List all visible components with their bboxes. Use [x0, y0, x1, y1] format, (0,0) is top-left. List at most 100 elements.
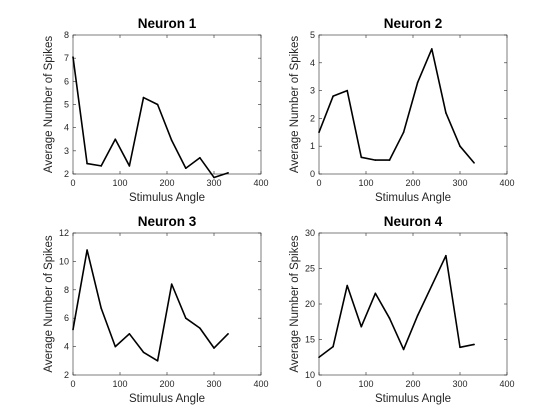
x-tick-label: 100	[358, 178, 373, 188]
x-tick-label: 0	[316, 178, 321, 188]
data-point	[473, 344, 475, 346]
data-point	[86, 163, 88, 165]
data-point	[361, 157, 363, 159]
y-axis-label: Average Number of Spikes	[289, 235, 301, 372]
data-point	[445, 255, 447, 257]
y-tick-label: 12	[59, 228, 69, 238]
data-point	[199, 157, 201, 159]
x-tick-label: 400	[499, 379, 514, 389]
data-point	[332, 346, 334, 348]
data-point	[445, 112, 447, 114]
x-tick-label: 300	[206, 178, 221, 188]
y-tick-label: 20	[305, 299, 315, 309]
x-tick-label: 100	[112, 379, 127, 389]
data-point	[86, 249, 88, 251]
data-point	[157, 104, 159, 106]
data-point	[389, 317, 391, 319]
y-tick-label: 10	[59, 256, 69, 266]
x-tick-label: 400	[253, 178, 268, 188]
data-point	[318, 356, 320, 358]
data-point	[143, 97, 145, 99]
y-axis-label: Average Number of Spikes	[43, 36, 55, 173]
x-tick-label: 300	[206, 379, 221, 389]
subplot-3: Neuron 3 0 100 200 300 400 2 4 6 8 10 12 Stimulus An…	[43, 214, 269, 405]
y-tick-label: 6	[64, 76, 69, 86]
x-axis-label: Stimulus Angle	[129, 192, 205, 204]
data-point	[431, 48, 433, 50]
x-axis-label: Stimulus Angle	[375, 393, 451, 405]
data-point	[346, 90, 348, 92]
data-point	[185, 317, 187, 319]
y-tick-label: 5	[64, 100, 69, 110]
x-tick-label: 0	[316, 379, 321, 389]
y-tick-label: 8	[64, 30, 69, 40]
data-point	[227, 172, 229, 174]
data-point	[157, 360, 159, 362]
y-tick-label: 2	[310, 113, 315, 123]
data-point	[115, 346, 117, 348]
data-point	[143, 351, 145, 353]
data-point	[100, 307, 102, 309]
y-tick-label: 8	[64, 285, 69, 295]
x-tick-label: 300	[452, 379, 467, 389]
chart-title: Neuron 4	[384, 214, 443, 229]
subplot-2: Neuron 20 100 200 300 400012345Stimulus Angl…	[289, 16, 515, 204]
y-tick-label: 4	[310, 58, 315, 68]
data-point	[403, 349, 405, 351]
x-tick-label: 400	[499, 178, 514, 188]
chart-title: Neuron 3	[138, 214, 197, 229]
plot-area	[73, 35, 261, 174]
data-point	[185, 167, 187, 169]
y-tick-label: 6	[64, 313, 69, 323]
data-point	[389, 159, 391, 161]
x-tick-label: 200	[405, 178, 420, 188]
y-tick-label: 4	[64, 342, 69, 352]
y-tick-label: 30	[305, 228, 315, 238]
data-point	[129, 333, 131, 335]
data-point	[375, 293, 377, 295]
data-point	[361, 326, 363, 328]
data-point	[213, 347, 215, 349]
data-point	[473, 162, 475, 164]
data-point	[417, 315, 419, 317]
subplot-1: Neuron 1 0 100 200 300 400 2 3 4 5 6 7 8 Stimulus Ang…	[43, 16, 269, 204]
x-tick-label: 300	[452, 178, 467, 188]
subplot-4: Neuron 4 0 100 200 300 400 10 15 20 25 30 Stimulus …	[289, 214, 515, 405]
plot-area	[319, 233, 507, 375]
x-axis-label: Stimulus Angle	[375, 192, 451, 204]
x-tick-label: 200	[159, 379, 174, 389]
x-tick-label: 400	[253, 379, 268, 389]
y-tick-label: 3	[310, 86, 315, 96]
x-tick-label: 0	[70, 379, 75, 389]
data-point	[332, 95, 334, 97]
data-point	[213, 177, 215, 179]
data-point	[72, 56, 74, 58]
data-point	[72, 329, 74, 331]
y-tick-label: 25	[305, 264, 315, 274]
data-point	[318, 132, 320, 134]
data-point	[346, 285, 348, 287]
data-point	[403, 132, 405, 134]
y-tick-label: 2	[64, 370, 69, 380]
data-point	[227, 333, 229, 335]
x-tick-label: 100	[358, 379, 373, 389]
y-axis-label: Average Number of Spikes	[289, 36, 301, 173]
y-tick-label: 0	[310, 169, 315, 179]
x-tick-label: 100	[112, 178, 127, 188]
data-point	[199, 327, 201, 329]
x-axis-label: Stimulus Angle	[129, 393, 205, 405]
y-tick-label: 5	[310, 30, 315, 40]
plot-area	[73, 233, 261, 375]
y-tick-label: 3	[64, 146, 69, 156]
chart-title: Neuron 1	[138, 16, 197, 31]
data-point	[115, 138, 117, 140]
y-tick-label: 10	[305, 370, 315, 380]
y-axis-label: Average Number of Spikes	[43, 235, 55, 372]
data-point	[100, 165, 102, 167]
chart-title: Neuron 2	[384, 16, 443, 31]
data-point	[375, 159, 377, 161]
data-point	[417, 81, 419, 83]
y-tick-label: 15	[305, 335, 315, 345]
data-point	[459, 145, 461, 147]
